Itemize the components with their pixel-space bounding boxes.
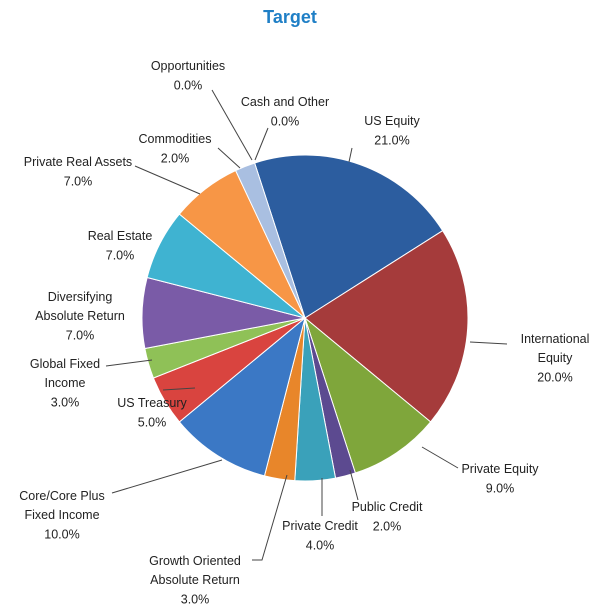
slice-label: US Treasury — [117, 396, 187, 410]
leader-line — [217, 147, 241, 169]
slice-label: Global Fixed Income — [30, 357, 100, 390]
leader-line — [421, 446, 459, 469]
pie-slice — [304, 229, 469, 423]
slice-label: Diversifying Absolute Return — [35, 290, 125, 323]
slice-label: Real Estate — [88, 229, 153, 243]
slice-value-label: 2.0% — [373, 519, 402, 533]
slice-label: Opportunities — [151, 59, 225, 73]
slice-label: Commodities — [139, 132, 212, 146]
leader-line — [469, 341, 508, 345]
slice-label: US Equity — [364, 114, 420, 128]
pie-slice — [303, 316, 432, 474]
slice-label: Core/Core Plus Fixed Income — [19, 489, 104, 522]
slice-value-label: 2.0% — [161, 151, 190, 165]
slice-value-label: 3.0% — [181, 592, 210, 604]
slice-value-label: 7.0% — [106, 248, 135, 262]
slice-value-label: 9.0% — [486, 481, 515, 495]
leader-line — [111, 459, 223, 494]
slice-value-label: 20.0% — [537, 370, 572, 384]
leader-line — [252, 474, 288, 561]
slice-value-label: 5.0% — [138, 415, 167, 429]
leader-line — [134, 165, 201, 195]
slice-label: Cash and Other — [241, 95, 329, 109]
pie-slice — [234, 162, 306, 319]
leader-line — [349, 469, 359, 501]
leader-line — [254, 127, 269, 161]
leader-line — [162, 387, 196, 391]
slice-label: Private Real Assets — [24, 155, 132, 169]
slice-label: Public Credit — [352, 500, 423, 514]
slice-label: Growth Oriented Absolute Return — [149, 554, 241, 587]
slice-value-label: 10.0% — [44, 527, 79, 541]
slice-label: International Equity — [521, 332, 590, 365]
leader-line — [348, 147, 353, 163]
slice-value-label: 0.0% — [174, 78, 203, 92]
slice-label: Private Equity — [461, 462, 539, 476]
pie-slice — [253, 154, 444, 319]
slice-value-label: 0.0% — [271, 114, 300, 128]
leader-line — [211, 89, 253, 161]
chart-title: Target — [263, 7, 317, 27]
slice-value-label: 4.0% — [306, 538, 335, 552]
slice-value-label: 3.0% — [51, 395, 80, 409]
pie-slice — [178, 316, 306, 477]
leader-line — [105, 359, 153, 367]
slice-value-label: 21.0% — [374, 133, 409, 147]
slice-value-label: 7.0% — [64, 174, 93, 188]
slice-label: Private Credit — [282, 519, 358, 533]
slice-value-label: 7.0% — [66, 328, 95, 342]
